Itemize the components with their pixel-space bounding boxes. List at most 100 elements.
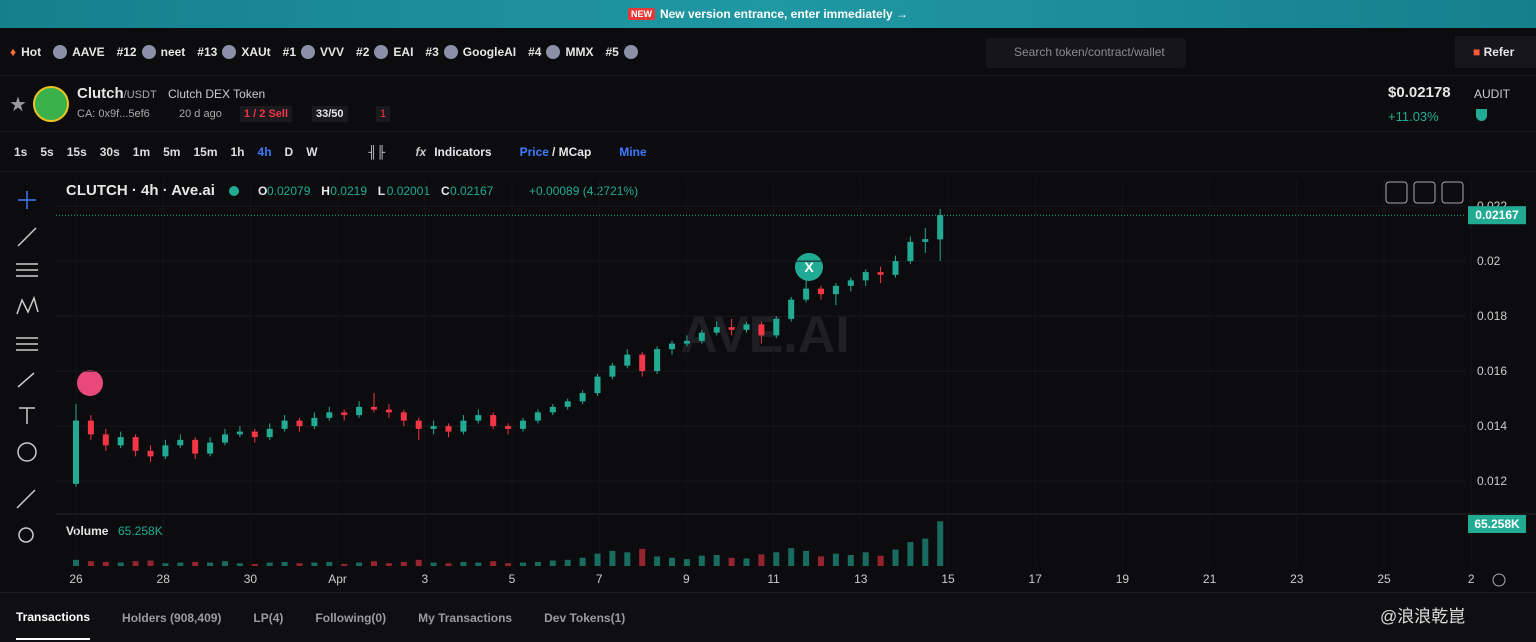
tab[interactable]: Transactions: [16, 596, 91, 640]
interval[interactable]: D: [284, 144, 294, 159]
interval[interactable]: 1s: [14, 144, 28, 159]
fx-icon: fx: [415, 144, 427, 159]
emoji-tool[interactable]: [17, 442, 37, 462]
audit[interactable]: AUDIT: [1474, 87, 1510, 101]
hot-name: XAUt: [241, 44, 271, 59]
hot-item[interactable]: #2 EAI: [356, 44, 413, 59]
fib-tool[interactable]: [16, 263, 38, 277]
crosshair-tool[interactable]: [18, 191, 36, 209]
candle-body: [594, 376, 601, 394]
candle-body: [162, 445, 169, 457]
predict-tool[interactable]: [16, 337, 38, 351]
price-change: +11.03%: [1388, 109, 1439, 124]
candle-body: [207, 442, 214, 454]
settings-icon[interactable]: [1492, 573, 1506, 587]
banner[interactable]: NEW New version entrance, enter immediate…: [0, 0, 1536, 28]
tab[interactable]: LP(4): [253, 610, 284, 625]
mine-toggle[interactable]: Mine: [619, 144, 647, 159]
volume-bar: [758, 554, 765, 566]
hot-item[interactable]: #5: [605, 44, 638, 59]
candle-type-icon[interactable]: ╢╟: [368, 144, 386, 159]
volume-bar: [728, 557, 735, 566]
contract[interactable]: CA: 0x9f...5ef6: [77, 108, 150, 120]
refer-button[interactable]: ■ Refer: [1455, 36, 1536, 68]
interval[interactable]: 1m: [132, 144, 151, 159]
line-tool[interactable]: [17, 227, 37, 247]
interval[interactable]: 4h: [257, 144, 272, 159]
y-tick-label: 0.018: [1477, 309, 1507, 323]
mcap-toggle[interactable]: / MCap: [551, 144, 592, 159]
volume-bar: [430, 562, 437, 566]
x-tick-label: 5: [509, 572, 516, 586]
hot-item[interactable]: #13 XAUt: [197, 44, 271, 59]
interval[interactable]: 30s: [99, 144, 120, 159]
hot-item[interactable]: #3 GoogleAI: [425, 44, 516, 59]
hot-rank: #13: [197, 44, 218, 59]
tab[interactable]: Following(0): [315, 610, 387, 625]
favorite-star[interactable]: ★: [9, 94, 27, 116]
volume-bar: [549, 560, 556, 566]
control-button[interactable]: [1385, 181, 1408, 204]
interval[interactable]: W: [306, 144, 318, 159]
price-toggle[interactable]: Price: [519, 144, 549, 159]
volume-bar: [818, 556, 824, 566]
candle-body: [371, 406, 377, 410]
hot-item[interactable]: #12 neet: [117, 44, 185, 59]
volume-bar: [73, 559, 79, 566]
zoom-tool[interactable]: [18, 527, 34, 543]
coin-icon: [301, 44, 316, 59]
volume-bar: [475, 562, 482, 566]
control-button[interactable]: [1413, 181, 1436, 204]
volume-bar: [624, 552, 631, 566]
coin-icon: [222, 44, 237, 59]
interval[interactable]: 5m: [163, 144, 181, 159]
event-marker[interactable]: [77, 370, 103, 396]
candle-body: [266, 428, 273, 438]
candle-body: [743, 324, 750, 330]
audit-shield: [1476, 109, 1487, 121]
watermark: AVE.AI: [680, 306, 850, 364]
volume-tag-label: 65.258K: [1474, 517, 1520, 531]
candle-body: [132, 437, 139, 451]
x-tick-label: 25: [1377, 572, 1391, 586]
candle-body: [862, 272, 869, 281]
hot-item[interactable]: AAVE: [53, 44, 105, 59]
volume-bar: [564, 559, 571, 566]
tab[interactable]: Dev Tokens(1): [544, 610, 626, 625]
ohlc-value: 0.02001: [387, 184, 431, 198]
interval[interactable]: 15s: [66, 144, 87, 159]
hot-item[interactable]: #4 MMX: [528, 44, 594, 59]
interval[interactable]: 5s: [40, 144, 54, 159]
candle-body: [713, 327, 720, 333]
control-button[interactable]: [1441, 181, 1464, 204]
hot-bar: ♦ Hot AAVE #12 neet #13 XAUt #1 VVV #2 EAI #3 Goog…: [0, 28, 1536, 76]
brush-tool[interactable]: [17, 372, 35, 388]
text-tool[interactable]: [19, 407, 35, 424]
volume-bar: [222, 561, 228, 566]
volume-bar: [266, 562, 273, 566]
x-event-marker[interactable]: [795, 253, 823, 281]
volume-bar: [311, 562, 318, 566]
hot-name: MMX: [565, 44, 594, 59]
volume-bar: [192, 561, 199, 566]
candle-body: [385, 409, 392, 413]
hot-items: AAVE #12 neet #13 XAUt #1 VVV #2 EAI #3 GoogleAI #4…: [41, 44, 638, 59]
y-tick-label: 0.02: [1477, 254, 1501, 268]
volume-bar: [177, 562, 184, 566]
ruler-tool[interactable]: [16, 489, 36, 509]
interval[interactable]: 1h: [230, 144, 245, 159]
alerts[interactable]: 1: [376, 106, 391, 122]
search-box[interactable]: Search token/contract/wallet: [986, 38, 1186, 68]
interval[interactable]: 15m: [193, 144, 218, 159]
x-tick-label: 17: [1029, 572, 1043, 586]
y-tick-label: 0.016: [1477, 364, 1507, 378]
tab[interactable]: Holders (908,409): [122, 610, 222, 625]
pattern-tool[interactable]: [16, 295, 39, 315]
tab[interactable]: My Transactions: [418, 610, 513, 625]
score[interactable]: 33/50: [312, 106, 348, 122]
indicators[interactable]: Indicators: [434, 144, 492, 159]
volume-label: Volume: [66, 524, 109, 538]
hot-item[interactable]: #1 VVV: [283, 44, 344, 59]
hot-label[interactable]: Hot: [21, 44, 42, 59]
